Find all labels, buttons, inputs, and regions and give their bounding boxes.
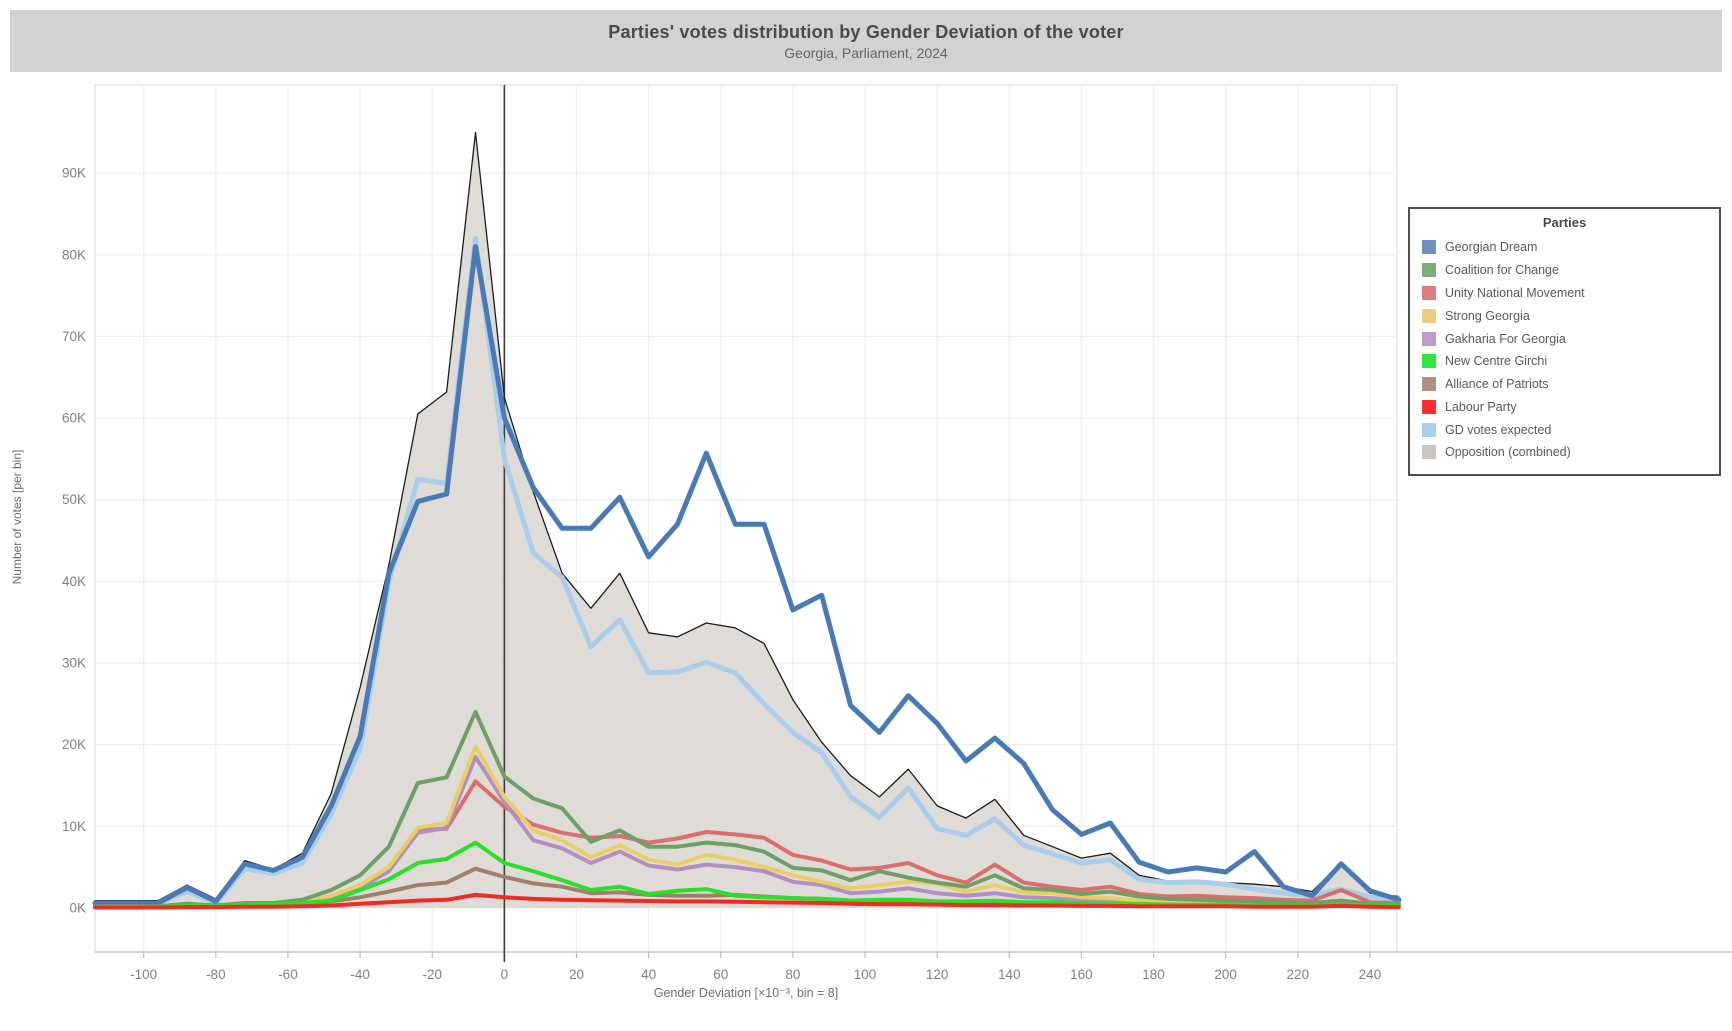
x-tick-label: 120 [926,967,949,982]
x-tick-label: 180 [1142,967,1165,982]
legend-item: GD votes expected [1410,418,1719,441]
legend-item-label: Labour Party [1445,399,1517,414]
legend-swatch-icon [1422,377,1436,392]
page-subtitle: Georgia, Parliament, 2024 [784,44,948,61]
legend-item: Georgian Dream [1410,236,1719,259]
x-tick-label: 160 [1070,967,1093,982]
legend-item-label: Opposition (combined) [1445,445,1571,460]
x-tick-label: -20 [422,967,442,982]
y-axis-title: Number of votes [per bin] [10,449,24,585]
legend-swatch-icon [1422,263,1436,278]
x-tick-label: 220 [1287,967,1310,982]
legend-swatch-icon [1422,331,1436,346]
y-tick-label: 80K [62,247,86,262]
legend: Parties Georgian Dream Coalition for Chan… [1408,207,1721,476]
x-tick-label: 100 [854,967,877,982]
x-tick-label: -40 [350,967,370,982]
x-tick-label: 60 [713,967,728,982]
legend-swatch-icon [1422,240,1436,255]
y-tick-label: 30K [62,656,86,671]
legend-item: Strong Georgia [1410,304,1719,327]
x-tick-label: 80 [785,967,800,982]
legend-item-label: Strong Georgia [1445,308,1530,323]
legend-item: Gakharia For Georgia [1410,327,1719,350]
legend-item-label: Georgian Dream [1445,240,1538,255]
legend-item: Unity National Movement [1410,282,1719,305]
y-tick-label: 90K [62,166,86,181]
legend-swatch-icon [1422,285,1436,300]
x-tick-label: -60 [278,967,298,982]
series-line-strong_georgia [93,744,1401,910]
series-line-gd_expected [92,236,1402,907]
legend-item-label: Unity National Movement [1445,285,1585,300]
legend-swatch-icon [1422,399,1436,414]
legend-swatch-icon [1422,308,1436,323]
y-tick-label: 10K [62,819,86,834]
legend-item-label: Gakharia For Georgia [1445,331,1566,346]
x-axis-title: Gender Deviation [×10⁻³, bin = 8] [653,986,839,1000]
series-line-labour_party [93,892,1401,910]
x-tick-label: 40 [641,967,656,982]
x-tick-label: 200 [1214,967,1237,982]
y-tick-label: 20K [62,737,86,752]
series-line-georgian_dream [92,244,1402,906]
legend-item-label: New Centre Girchi [1445,354,1548,369]
x-tick-label: 20 [569,967,584,982]
legend-item: Labour Party [1410,395,1719,418]
x-tick-label: 240 [1359,967,1382,982]
title-bar: Parties' votes distribution by Gender De… [10,10,1722,72]
legend-item: Alliance of Patriots [1410,373,1719,396]
x-tick-label: -100 [130,967,157,982]
series-area-opposition [95,132,1399,908]
y-tick-label: 60K [62,411,86,426]
y-tick-label: 50K [62,492,86,507]
legend-item-label: Alliance of Patriots [1445,377,1549,392]
legend-swatch-icon [1422,445,1436,460]
legend-item-label: GD votes expected [1445,422,1552,437]
y-tick-label: 70K [62,329,86,344]
legend-swatch-icon [1422,422,1436,437]
legend-item: New Centre Girchi [1410,350,1719,373]
x-tick-label: 0 [501,967,509,982]
legend-title: Parties [1542,215,1587,230]
y-tick-label: 40K [62,574,86,589]
x-tick-label: 140 [998,967,1021,982]
series-line-coalition_for_change [93,710,1401,909]
x-tick-label: -80 [206,967,226,982]
legend-item: Coalition for Change [1410,259,1719,282]
page-title: Parties' votes distribution by Gender De… [608,21,1124,42]
legend-item-label: Coalition for Change [1445,263,1559,278]
legend-item: Opposition (combined) [1410,441,1719,464]
legend-swatch-icon [1422,354,1436,369]
legend-rows: Georgian Dream Coalition for Change Unity … [1410,236,1719,464]
y-tick-label: 0K [69,900,86,915]
